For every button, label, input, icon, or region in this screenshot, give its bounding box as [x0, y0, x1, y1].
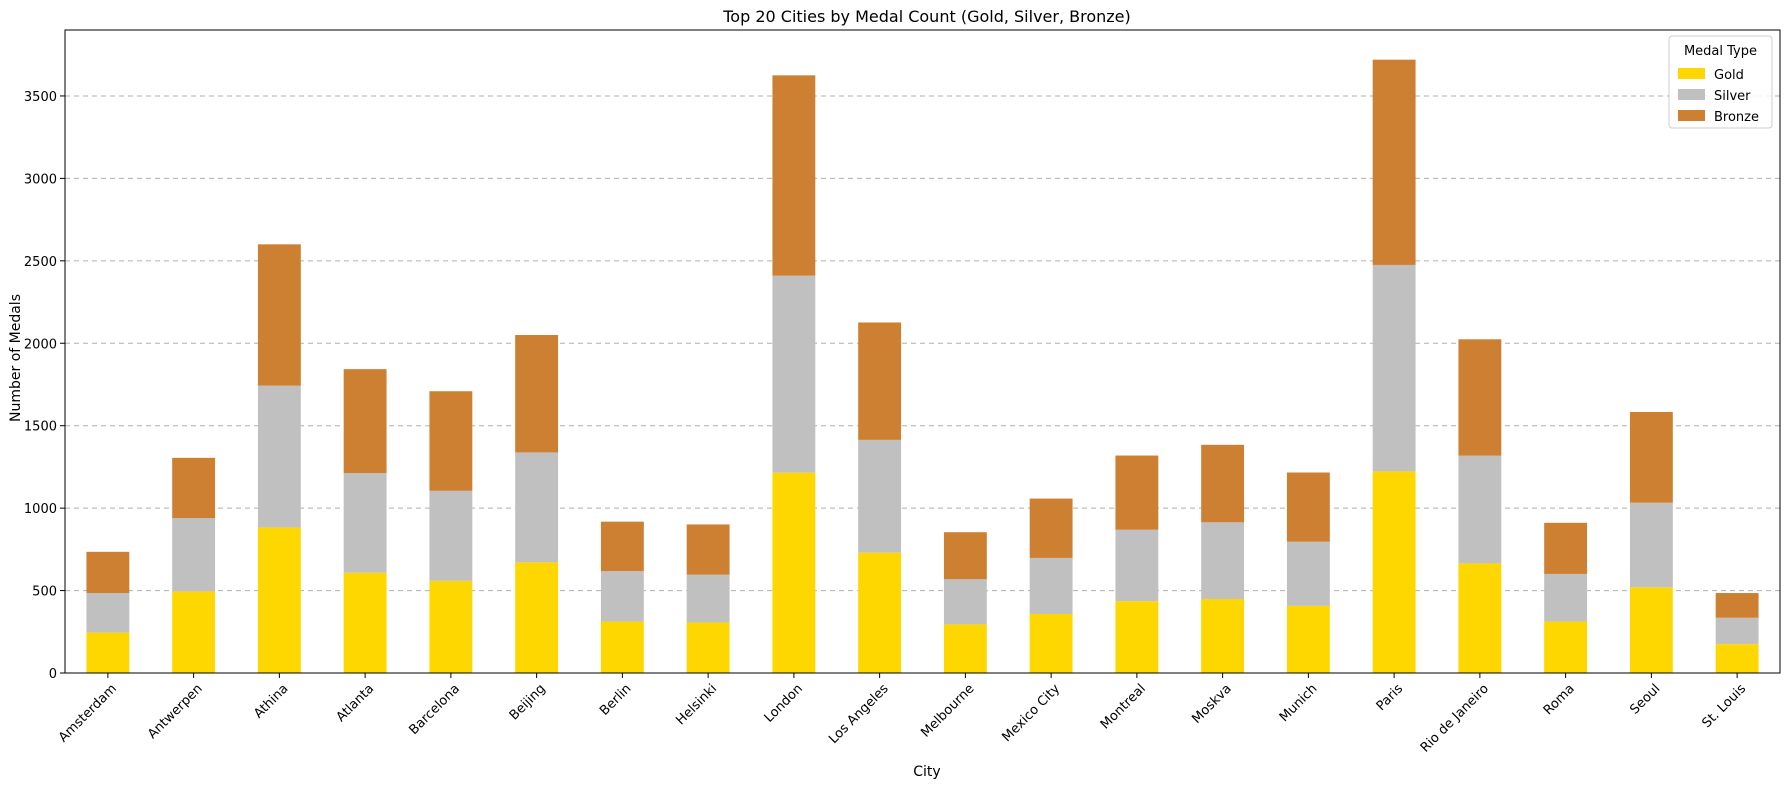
bar-gold	[943, 624, 987, 673]
bar-silver	[1029, 557, 1073, 614]
bar-bronze	[858, 322, 902, 440]
bar-silver	[600, 571, 644, 622]
bar-silver	[172, 518, 216, 592]
bar-silver	[1544, 573, 1588, 622]
bar-silver	[943, 579, 987, 625]
bar-bronze	[257, 244, 301, 386]
bar-bronze	[515, 335, 559, 453]
y-tick-label: 3000	[24, 172, 57, 187]
y-tick-label: 1500	[24, 420, 57, 435]
bar-gold	[1029, 613, 1073, 673]
x-axis-label: City	[913, 764, 940, 780]
bar-gold	[1544, 621, 1588, 673]
bar-bronze	[86, 551, 130, 594]
bar-bronze	[1029, 498, 1073, 558]
bar-gold	[429, 580, 473, 673]
bar-gold	[343, 572, 387, 673]
legend-label-gold: Gold	[1714, 68, 1744, 83]
bar-bronze	[1201, 444, 1245, 523]
bar-silver	[343, 473, 387, 573]
bar-bronze	[1629, 412, 1673, 503]
legend-swatch-silver	[1678, 89, 1705, 100]
bar-gold	[515, 562, 559, 673]
bars	[86, 59, 1759, 673]
bar-gold	[1715, 644, 1759, 673]
y-axis: 0 500 1000 1500 2000 2500 3000 3500	[24, 90, 65, 682]
gridlines	[65, 95, 1780, 592]
y-tick-label: 2000	[24, 337, 57, 352]
bar-gold	[686, 622, 730, 673]
bar-silver	[1715, 617, 1759, 645]
legend-swatch-bronze	[1678, 110, 1705, 121]
legend-title: Medal Type	[1684, 44, 1757, 59]
bar-gold	[172, 591, 216, 673]
bar-gold	[772, 472, 816, 673]
bar-silver	[772, 275, 816, 473]
bar-gold	[1201, 598, 1245, 673]
bar-silver	[1629, 502, 1673, 588]
y-tick-label: 500	[32, 585, 57, 600]
bar-bronze	[772, 75, 816, 276]
bar-gold	[257, 527, 301, 673]
legend-label-silver: Silver	[1714, 89, 1751, 104]
bar-gold	[1372, 471, 1416, 673]
legend: Medal Type Gold Silver Bronze	[1668, 35, 1773, 129]
y-tick-label: 2500	[24, 255, 57, 270]
bar-bronze	[1715, 593, 1759, 618]
bar-silver	[86, 593, 130, 633]
bar-bronze	[1115, 455, 1159, 530]
bar-bronze	[943, 532, 987, 580]
bar-bronze	[1372, 59, 1416, 265]
chart-title: Top 20 Cities by Medal Count (Gold, Silv…	[722, 7, 1131, 26]
y-tick-label: 3500	[24, 90, 57, 105]
bar-bronze	[1458, 339, 1502, 456]
bar-gold	[600, 621, 644, 673]
bar-gold	[858, 552, 902, 673]
bar-bronze	[686, 524, 730, 575]
bar-gold	[1115, 601, 1159, 673]
plot-frame	[64, 29, 1781, 674]
bar-bronze	[1286, 472, 1330, 542]
y-axis-label: Number of Medals	[8, 294, 24, 422]
bar-silver	[1372, 264, 1416, 472]
bar-silver	[429, 490, 473, 581]
legend-box	[1668, 35, 1773, 129]
bar-bronze	[600, 521, 644, 572]
bar-bronze	[429, 391, 473, 491]
bar-silver	[1458, 455, 1502, 564]
y-tick-label: 0	[49, 667, 57, 682]
bar-gold	[1458, 563, 1502, 673]
legend-swatch-gold	[1678, 68, 1705, 79]
bar-silver	[858, 439, 902, 553]
y-tick-label: 1000	[24, 502, 57, 517]
bar-gold	[1629, 587, 1673, 673]
bar-gold	[86, 632, 130, 673]
bar-silver	[1286, 541, 1330, 606]
bar-silver	[515, 452, 559, 563]
bar-gold	[1286, 605, 1330, 673]
bar-silver	[686, 574, 730, 623]
bar-bronze	[172, 457, 216, 519]
bar-bronze	[1544, 522, 1588, 574]
legend-label-bronze: Bronze	[1714, 110, 1759, 125]
bar-bronze	[343, 369, 387, 474]
bar-silver	[1115, 529, 1159, 602]
bar-silver	[257, 385, 301, 528]
bar-silver	[1201, 522, 1245, 599]
